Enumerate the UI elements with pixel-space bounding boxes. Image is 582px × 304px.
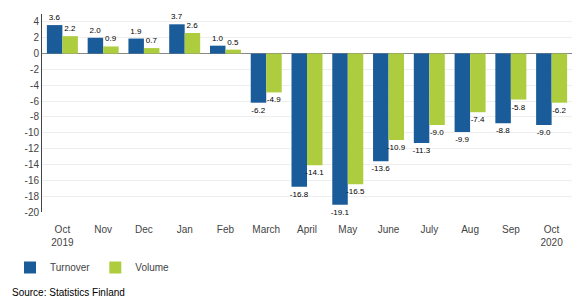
svg-text:2.6: 2.6 xyxy=(187,21,199,30)
svg-text:-14.1: -14.1 xyxy=(305,168,324,177)
svg-text:-16: -16 xyxy=(25,175,40,186)
svg-text:-11.3: -11.3 xyxy=(412,146,430,155)
svg-text:-10: -10 xyxy=(25,127,40,138)
svg-text:-6.2: -6.2 xyxy=(251,106,265,115)
svg-text:July: July xyxy=(420,224,438,235)
svg-text:-6.2: -6.2 xyxy=(552,106,566,115)
svg-text:3.6: 3.6 xyxy=(49,13,61,22)
svg-text:-13.6: -13.6 xyxy=(371,164,390,173)
svg-text:-9.0: -9.0 xyxy=(537,128,551,137)
svg-text:-8.8: -8.8 xyxy=(496,126,510,135)
svg-text:Source: Statistics Finland: Source: Statistics Finland xyxy=(12,287,125,298)
svg-text:-12: -12 xyxy=(25,143,40,154)
svg-text:Jan: Jan xyxy=(177,224,193,235)
svg-text:Aug: Aug xyxy=(461,224,479,235)
svg-text:Sep: Sep xyxy=(502,224,520,235)
svg-text:-9.0: -9.0 xyxy=(430,128,444,137)
svg-text:0.9: 0.9 xyxy=(105,34,117,43)
svg-text:-7.4: -7.4 xyxy=(471,115,485,124)
svg-text:4: 4 xyxy=(33,16,39,27)
svg-text:-18: -18 xyxy=(25,191,40,202)
svg-text:Feb: Feb xyxy=(217,224,235,235)
svg-text:2.0: 2.0 xyxy=(90,26,102,35)
svg-text:2: 2 xyxy=(33,32,39,43)
svg-text:-14: -14 xyxy=(25,159,40,170)
svg-text:-16.5: -16.5 xyxy=(346,187,365,196)
svg-text:Turnover: Turnover xyxy=(50,262,90,273)
svg-text:Oct2020: Oct2020 xyxy=(540,224,563,248)
svg-text:March: March xyxy=(252,224,280,235)
svg-text:0.5: 0.5 xyxy=(227,38,239,47)
svg-text:April: April xyxy=(297,224,317,235)
svg-text:1.9: 1.9 xyxy=(130,27,142,36)
svg-text:June: June xyxy=(378,224,400,235)
svg-text:-19.1: -19.1 xyxy=(331,208,350,217)
svg-text:0: 0 xyxy=(33,48,39,59)
svg-text:-4: -4 xyxy=(30,80,39,91)
svg-text:1.0: 1.0 xyxy=(212,34,224,43)
svg-text:-10.9: -10.9 xyxy=(387,143,406,152)
svg-text:-5.8: -5.8 xyxy=(511,103,525,112)
svg-text:-4.9: -4.9 xyxy=(267,95,281,104)
svg-text:-9.9: -9.9 xyxy=(455,135,469,144)
svg-text:May: May xyxy=(338,224,357,235)
svg-text:0.7: 0.7 xyxy=(146,36,158,45)
svg-text:Nov: Nov xyxy=(94,224,112,235)
svg-text:-6: -6 xyxy=(30,96,39,107)
svg-text:2.2: 2.2 xyxy=(64,24,76,33)
svg-text:Oct2019: Oct2019 xyxy=(51,224,74,248)
svg-text:-16.8: -16.8 xyxy=(290,190,309,199)
svg-text:-20: -20 xyxy=(25,207,40,218)
svg-text:-8: -8 xyxy=(30,111,39,122)
svg-text:3.7: 3.7 xyxy=(171,12,183,21)
svg-text:Volume: Volume xyxy=(135,262,169,273)
svg-text:Dec: Dec xyxy=(135,224,153,235)
svg-text:-2: -2 xyxy=(30,64,39,75)
